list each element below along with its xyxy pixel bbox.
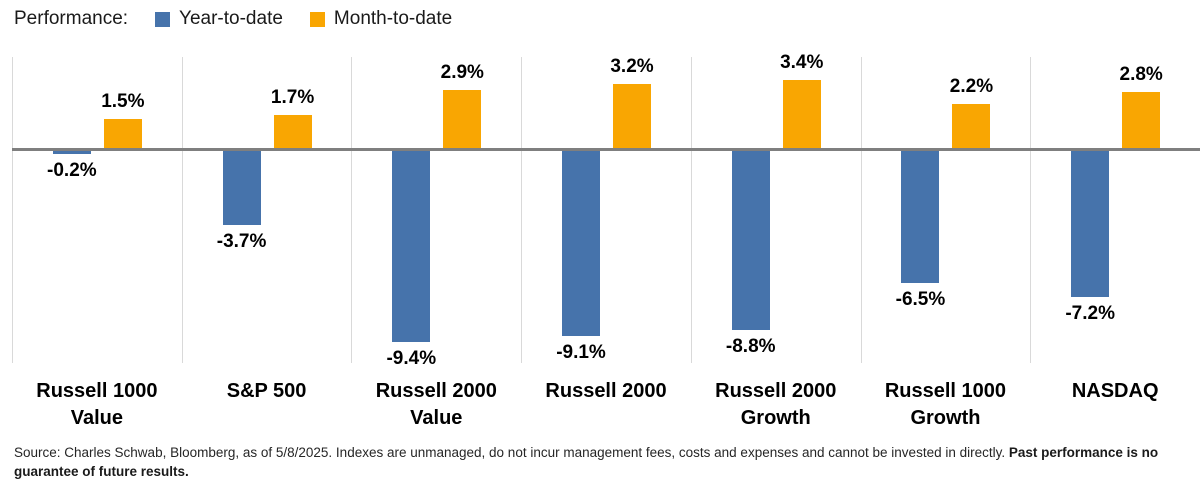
category-column: -0.2% 1.5% xyxy=(12,57,182,363)
source-note-bold-text: Past performance is no guarantee of futu… xyxy=(14,445,1159,479)
mtd-bar xyxy=(1122,92,1161,150)
ytd-value-label: -9.4% xyxy=(386,348,437,370)
legend-item-year-to-date: Year-to-date xyxy=(155,8,283,30)
mtd-bar xyxy=(952,104,991,150)
ytd-value-label: -9.1% xyxy=(556,342,606,364)
mtd-bar xyxy=(103,118,142,150)
mtd-bar xyxy=(273,114,312,150)
mtd-bar xyxy=(613,83,652,150)
category-label: Russell 2000 xyxy=(545,380,667,402)
category-column: -7.2% 2.8% xyxy=(1030,57,1200,363)
ytd-value-label: -0.2% xyxy=(47,159,97,181)
ytd-value-label: -8.8% xyxy=(725,335,776,357)
mtd-value-label: 2.2% xyxy=(949,76,994,98)
ytd-value-label: -3.7% xyxy=(216,231,267,253)
ytd-bar xyxy=(562,149,601,337)
ytd-value-label: -7.2% xyxy=(1065,303,1115,325)
ytd-bar xyxy=(901,149,940,283)
mtd-bar xyxy=(782,79,821,150)
category-label: Russell 2000 Value xyxy=(375,380,497,429)
category-column: -9.4% 2.9% xyxy=(351,57,521,369)
mtd-swatch-icon xyxy=(309,11,325,27)
ytd-bar xyxy=(731,149,770,330)
category-label: S&P 500 xyxy=(226,380,307,402)
legend-item-month-to-date: Month-to-date xyxy=(309,8,453,30)
mtd-value-label: 3.2% xyxy=(610,55,654,77)
mtd-value-label: 2.8% xyxy=(1119,64,1163,86)
category-column: -6.5% 2.2% xyxy=(860,57,1031,363)
legend-item-label: Month-to-date xyxy=(333,8,453,29)
category-column: -8.8% 3.4% xyxy=(690,52,861,363)
category-label: Russell 1000 Value xyxy=(36,380,158,429)
ytd-swatch-icon xyxy=(155,11,171,27)
ytd-bar xyxy=(392,149,431,343)
ytd-value-label: -6.5% xyxy=(895,288,946,310)
category-label: Russell 1000 Growth xyxy=(884,380,1007,429)
category-label: Russell 2000 Growth xyxy=(715,380,837,429)
ytd-bar xyxy=(1071,149,1110,298)
mtd-bar xyxy=(443,90,482,150)
ytd-bar xyxy=(52,149,91,154)
zero-axis-line xyxy=(12,148,1200,151)
source-note: Source: Charles Schwab, Bloomberg, as of… xyxy=(14,443,1164,481)
category-label: NASDAQ xyxy=(1071,380,1159,402)
plot-area: -0.2% 1.5% -3.7% 1.7% -9.4% 2.9% -9.1% 3.2% -8.8… xyxy=(12,52,1200,369)
mtd-value-label: 2.9% xyxy=(440,62,484,84)
source-note-text: Source: Charles Schwab, Bloomberg, as of… xyxy=(14,445,1006,460)
mtd-value-label: 1.7% xyxy=(270,86,315,108)
mtd-value-label: 1.5% xyxy=(101,90,145,112)
category-column: -3.7% 1.7% xyxy=(181,57,352,363)
legend: Performance: Year-to-date Month-to-date xyxy=(14,8,479,30)
category-column: -9.1% 3.2% xyxy=(521,55,691,364)
mtd-value-label: 3.4% xyxy=(780,51,824,73)
category-axis: Russell 1000 Value S&P 500 Russell 2000 Va… xyxy=(12,378,1200,432)
legend-item-label: Year-to-date xyxy=(179,8,283,29)
legend-title: Performance: xyxy=(14,8,129,29)
ytd-bar xyxy=(222,149,261,226)
